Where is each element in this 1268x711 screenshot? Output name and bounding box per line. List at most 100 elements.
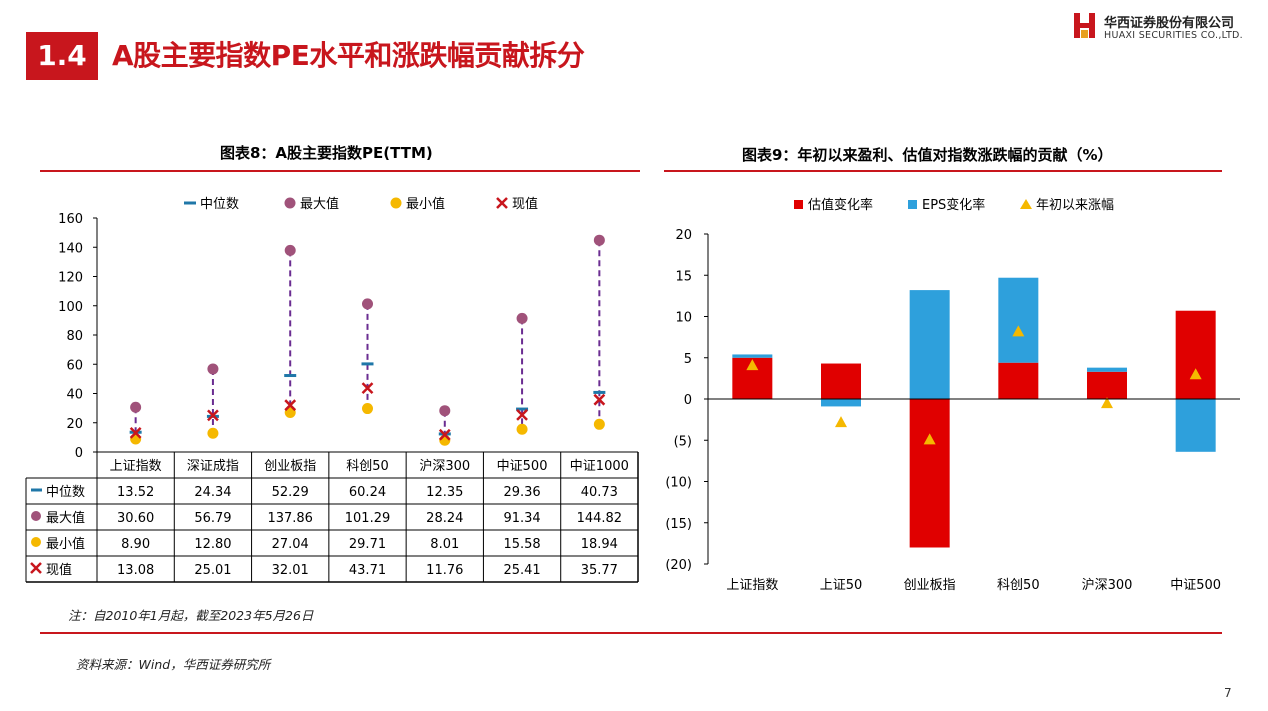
chart8-table-cell: 144.82: [577, 511, 623, 526]
chart8-legend-label: 最小值: [406, 196, 445, 212]
brand-name-cn: 华西证券股份有限公司: [1104, 16, 1235, 31]
brand-name-en: HUAXI SECURITIES CO.,LTD.: [1104, 30, 1243, 41]
chart8-table-cell: 56.79: [194, 511, 231, 526]
legend-valuation-swatch: [794, 200, 803, 209]
chart8-y-tick-label: 20: [66, 417, 83, 432]
chart9-ytd-marker: [746, 359, 759, 371]
chart8-category-label: 深证成指: [187, 459, 239, 474]
huaxi-logo-icon: [1074, 13, 1095, 38]
chart8-category-label: 创业板指: [264, 459, 316, 474]
chart8-table-cell: 29.71: [349, 537, 386, 552]
chart8-table-cell: 29.36: [503, 485, 540, 500]
chart8-category-label: 沪深300: [419, 458, 470, 474]
chart8-table-cell: 25.41: [503, 563, 540, 578]
chart9-category-label: 上证指数: [726, 578, 778, 593]
chart8-table-cell: 101.29: [345, 511, 391, 526]
chart8-table-row-label: 最小值: [46, 536, 85, 552]
chart9-category-label: 科创50: [997, 578, 1040, 593]
chart8-table-cell: 12.35: [426, 485, 463, 500]
footer-rule: [40, 632, 1222, 634]
chart9-y-tick-label: 5: [684, 352, 692, 367]
chart8-max-point: [130, 401, 142, 413]
legend-ytd-marker: [1020, 199, 1032, 209]
table-row-marker: [31, 537, 41, 547]
chart8-min-point: [284, 406, 296, 418]
chart8-category-label: 中证500: [497, 459, 548, 474]
chart9-eps-bar: [821, 399, 861, 407]
chart8-table-cell: 52.29: [272, 485, 309, 500]
chart8-table-cell: 13.52: [117, 485, 154, 500]
chart8-table-cell: 11.76: [426, 563, 463, 578]
chart9-ytd-marker: [1101, 397, 1113, 409]
chart8-max-point: [207, 363, 219, 375]
chart9-eps-bar: [1087, 367, 1127, 372]
chart9-y-tick-label: 0: [684, 393, 692, 408]
chart9-eps-bar: [998, 277, 1039, 363]
chart8-table-cell: 8.90: [121, 537, 150, 552]
chart8-current-mark: [207, 409, 219, 422]
chart8-current-mark: [129, 426, 142, 439]
chart9-ytd-marker: [835, 416, 847, 428]
chart9-category-label: 中证500: [1170, 578, 1221, 593]
chart8-y-tick-label: 120: [58, 271, 83, 286]
chart9-legend-label: 年初以来涨幅: [1036, 198, 1114, 213]
chart9-valuation-bar: [909, 399, 950, 548]
chart9-valuation-bar: [821, 363, 861, 399]
chart8-min-point: [516, 423, 528, 435]
chart8-y-tick-label: 140: [58, 241, 83, 256]
chart9-y-tick-label: (5): [674, 434, 692, 449]
chart8-table-row-label: 最大值: [46, 510, 85, 526]
chart8-y-tick-label: 40: [66, 388, 83, 403]
chart8-y-tick-label: 100: [58, 300, 83, 315]
chart9-ytd-marker: [923, 433, 936, 445]
chart9-legend-label: 估值变化率: [808, 197, 873, 213]
chart8-table-cell: 18.94: [581, 537, 618, 552]
chart8-min-point: [207, 427, 219, 439]
chart9-category-label: 创业板指: [904, 578, 956, 593]
chart8-table-cell: 28.24: [426, 511, 463, 526]
chart8-current-mark: [361, 382, 374, 394]
legend-current-marker: [496, 197, 508, 209]
chart8-y-tick-label: 0: [75, 446, 83, 461]
legend-2-marker: [390, 197, 402, 209]
chart8-y-tick-label: 80: [66, 329, 83, 344]
chart8-table-cell: 35.77: [581, 563, 618, 578]
chart8-table-cell: 25.01: [194, 563, 231, 578]
chart9-ytd-marker: [1012, 325, 1025, 337]
chart8-max-point: [362, 298, 373, 310]
chart9-eps-bar: [1175, 399, 1216, 452]
chart8-table-cell: 13.08: [117, 563, 154, 578]
chart8-current-mark: [593, 393, 606, 406]
chart8-title-rule: [40, 170, 640, 172]
chart8-max-point: [593, 234, 605, 246]
chart8-current-mark: [516, 408, 528, 421]
chart8-current-mark: [438, 428, 451, 441]
data-source: 资料来源：Wind，华西证券研究所: [76, 657, 271, 672]
chart8-min-point: [593, 418, 605, 430]
chart8-table-row-label: 中位数: [46, 485, 85, 500]
chart-note: 注：自2010年1月起，截至2023年5月26日: [68, 608, 314, 623]
chart9-ytd-marker: [1189, 368, 1202, 380]
chart8-table-cell: 12.80: [194, 537, 231, 552]
chart8-category-label: 上证指数: [110, 459, 162, 474]
chart8-table-cell: 91.34: [503, 511, 540, 526]
chart8-table-cell: 32.01: [272, 563, 309, 578]
chart8-table-cell: 24.34: [194, 485, 231, 500]
chart8-table-cell: 137.86: [267, 511, 313, 526]
chart9-y-tick-label: 10: [675, 311, 692, 326]
chart8-table-cell: 40.73: [581, 485, 618, 500]
chart8-table-cell: 60.24: [349, 485, 386, 500]
chart8-legend-label: 最大值: [300, 196, 339, 212]
chart9-category-label: 沪深300: [1082, 577, 1133, 593]
chart8-table-row-label: 现值: [46, 562, 72, 578]
table-row-marker: [31, 511, 41, 521]
chart8-category-label: 中证1000: [570, 459, 629, 474]
chart8-max-point: [284, 244, 296, 256]
chart9-y-tick-label: (20): [665, 558, 692, 573]
page-number: 7: [1224, 686, 1232, 700]
chart8-legend-label: 中位数: [200, 197, 239, 212]
chart9-category-label: 上证50: [820, 578, 863, 593]
chart9-y-tick-label: 15: [675, 269, 692, 284]
chart8-max-point: [439, 405, 451, 417]
